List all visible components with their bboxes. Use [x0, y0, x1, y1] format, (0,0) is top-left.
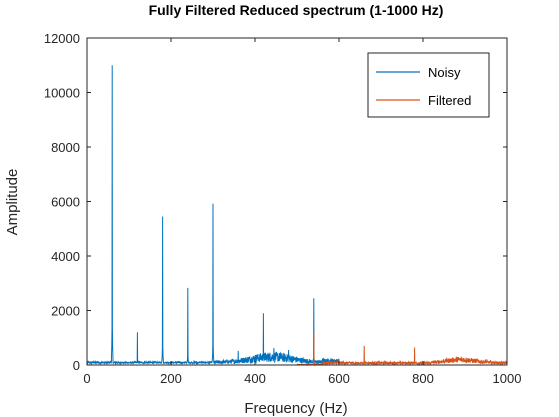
legend-label-filtered: Filtered [428, 93, 471, 108]
legend-label-noisy: Noisy [428, 65, 461, 80]
x-tick-label: 400 [244, 371, 266, 386]
legend-box [367, 52, 490, 118]
x-tick-label: 1000 [493, 371, 522, 386]
x-tick-label: 800 [412, 371, 434, 386]
y-tick-label: 6000 [51, 195, 80, 210]
chart-title: Fully Filtered Reduced spectrum (1-1000 … [149, 2, 444, 18]
y-tick-label: 4000 [51, 249, 80, 264]
x-tick-label: 600 [328, 371, 350, 386]
plot-area [86, 65, 508, 367]
y-tick-label: 0 [73, 358, 80, 373]
y-tick-label: 8000 [51, 140, 80, 155]
y-tick-label: 2000 [51, 304, 80, 319]
x-tick-label: 200 [160, 371, 182, 386]
y-tick-label: 10000 [44, 86, 80, 101]
axis-ticks: 0 200 400 600 800 100002000400060008000100001… [44, 31, 522, 386]
y-axis-title: Amplitude [4, 169, 21, 236]
y-tick-label: 12000 [44, 31, 80, 46]
series-line-filtered [296, 332, 508, 367]
series-line-noisy [86, 65, 340, 366]
x-tick-label: 0 [83, 371, 90, 386]
legend: Noisy Filtered [367, 52, 490, 118]
x-axis-title: Frequency (Hz) [244, 400, 347, 417]
